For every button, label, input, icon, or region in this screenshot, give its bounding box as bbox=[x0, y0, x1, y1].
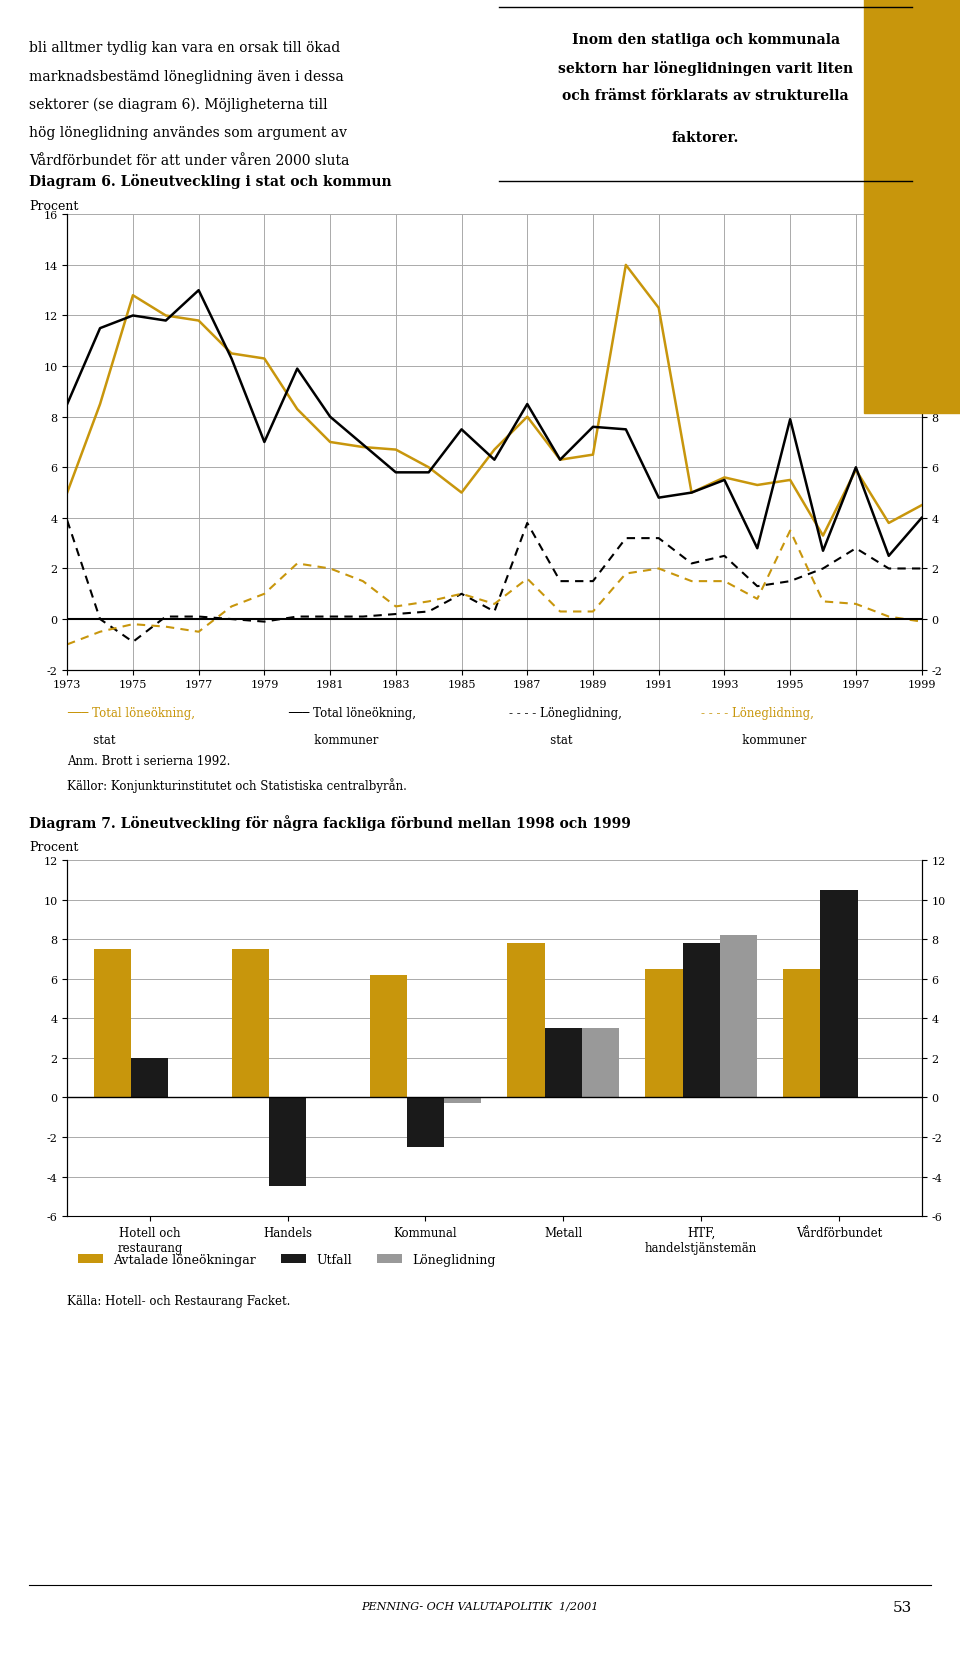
Text: Anm. Brott i serierna 1992.: Anm. Brott i serierna 1992. bbox=[67, 755, 230, 768]
Text: kommuner: kommuner bbox=[288, 733, 378, 746]
Text: marknadsbestämd löneglidning även i dessa: marknadsbestämd löneglidning även i dess… bbox=[29, 70, 344, 83]
Text: bli alltmer tydlig kan vara en orsak till ökad: bli alltmer tydlig kan vara en orsak til… bbox=[29, 41, 340, 55]
Bar bbox=[444, 1097, 481, 1104]
Text: - - - - Löneglidning,: - - - - Löneglidning, bbox=[509, 707, 622, 720]
Bar bbox=[94, 950, 132, 1097]
Text: ─── Total löneökning,: ─── Total löneökning, bbox=[67, 707, 195, 720]
Text: ─── Total löneökning,: ─── Total löneökning, bbox=[288, 707, 416, 720]
Text: hög löneglidning användes som argument av: hög löneglidning användes som argument a… bbox=[29, 126, 347, 139]
Text: PENNING- OCH VALUTAPOLITIK  1/2001: PENNING- OCH VALUTAPOLITIK 1/2001 bbox=[361, 1600, 599, 1610]
Text: och främst förklarats av strukturella: och främst förklarats av strukturella bbox=[563, 89, 849, 103]
Text: Källor: Konjunkturinstitutet och Statistiska centralbyrån.: Källor: Konjunkturinstitutet och Statist… bbox=[67, 778, 407, 793]
Bar bbox=[232, 950, 269, 1097]
Bar bbox=[582, 1029, 619, 1097]
Text: Inom den statliga och kommunala: Inom den statliga och kommunala bbox=[571, 33, 840, 46]
Bar bbox=[269, 1097, 306, 1187]
Text: Diagram 6. Löneutveckling i stat och kommun: Diagram 6. Löneutveckling i stat och kom… bbox=[29, 174, 392, 189]
Text: stat: stat bbox=[67, 733, 116, 746]
Text: Procent: Procent bbox=[29, 200, 78, 213]
Bar bbox=[820, 890, 857, 1097]
Bar bbox=[544, 1029, 582, 1097]
Text: kommuner: kommuner bbox=[701, 733, 806, 746]
Text: Procent: Procent bbox=[29, 841, 78, 854]
Text: Diagram 7. Löneutveckling för några fackliga förbund mellan 1998 och 1999: Diagram 7. Löneutveckling för några fack… bbox=[29, 814, 631, 831]
Bar bbox=[683, 943, 720, 1097]
Text: faktorer.: faktorer. bbox=[672, 131, 739, 144]
Text: - - - - Löneglidning,: - - - - Löneglidning, bbox=[701, 707, 814, 720]
Text: sektorn har löneglidningen varit liten: sektorn har löneglidningen varit liten bbox=[558, 61, 853, 76]
Text: stat: stat bbox=[509, 733, 572, 746]
Bar bbox=[508, 943, 544, 1097]
Bar bbox=[370, 975, 407, 1097]
Bar bbox=[407, 1097, 444, 1147]
Text: 53: 53 bbox=[893, 1600, 912, 1614]
Bar bbox=[783, 970, 820, 1097]
Bar bbox=[645, 970, 683, 1097]
Legend: Avtalade löneökningar, Utfall, Löneglidning: Avtalade löneökningar, Utfall, Löneglidn… bbox=[74, 1248, 500, 1271]
Text: sektorer (se diagram 6). Möjligheterna till: sektorer (se diagram 6). Möjligheterna t… bbox=[29, 98, 327, 113]
Text: Källa: Hotell- och Restaurang Facket.: Källa: Hotell- och Restaurang Facket. bbox=[67, 1294, 291, 1307]
Bar bbox=[720, 935, 756, 1097]
Text: Vårdförbundet för att under våren 2000 sluta: Vårdförbundet för att under våren 2000 s… bbox=[29, 154, 349, 167]
Bar bbox=[132, 1058, 169, 1097]
